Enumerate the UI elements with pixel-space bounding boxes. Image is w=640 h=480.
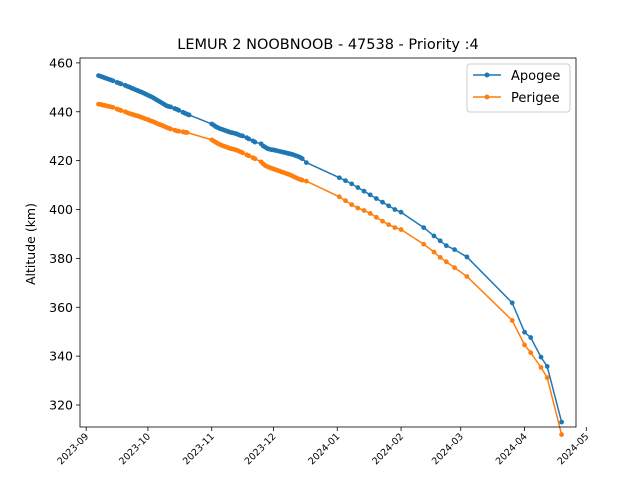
- y-tick-label: 340: [49, 349, 73, 364]
- series-apogee-point: [452, 247, 457, 252]
- legend-perigee-label: Perigee: [511, 91, 560, 106]
- series-apogee-point: [380, 199, 385, 205]
- series-apogee-point: [336, 175, 342, 181]
- plot-area: [96, 73, 564, 437]
- series-apogee-point: [464, 254, 470, 260]
- series-apogee-point: [252, 139, 258, 145]
- series-perigee-point: [528, 350, 534, 356]
- legend-box: [466, 63, 571, 113]
- series-perigee-point: [452, 265, 457, 271]
- series-perigee-point: [240, 150, 245, 156]
- series-apogee-point: [386, 203, 392, 209]
- series-perigee-point: [443, 259, 449, 265]
- series-perigee-point: [373, 214, 379, 220]
- series-apogee-point: [509, 300, 515, 306]
- series-perigee-point: [544, 375, 550, 381]
- series-apogee-point: [528, 335, 534, 340]
- series-perigee-point: [355, 205, 361, 211]
- series-perigee-point: [386, 222, 392, 228]
- chart-title: LEMUR 2 NOOBNOOB - 47538 - Priority :4: [177, 37, 478, 53]
- series-apogee-point: [349, 181, 355, 187]
- series-apogee-point: [343, 178, 348, 184]
- series-perigee-point: [336, 194, 342, 200]
- series-apogee-point: [398, 209, 404, 215]
- y-tick-label: 360: [49, 300, 73, 315]
- series-perigee-point: [431, 249, 437, 255]
- series-perigee-point: [184, 130, 190, 135]
- series-apogee-point: [538, 354, 544, 360]
- legend-apogee-label: Apogee: [511, 69, 560, 84]
- series-apogee-point: [118, 81, 124, 87]
- series-apogee-point: [361, 188, 367, 194]
- series-apogee-point: [246, 136, 252, 142]
- series-perigee-point: [522, 342, 527, 348]
- y-tick-label: 440: [49, 104, 73, 119]
- series-perigee-point: [303, 178, 309, 184]
- series-apogee-point: [303, 160, 309, 165]
- series-perigee-point: [509, 318, 515, 323]
- series-apogee-point: [437, 238, 443, 244]
- series-apogee-point: [367, 192, 373, 198]
- series-apogee-point: [559, 419, 564, 425]
- y-tick-label: 320: [49, 398, 73, 413]
- series-perigee-point: [349, 202, 355, 208]
- series-perigee-point: [538, 364, 544, 370]
- series-apogee-point: [299, 156, 305, 162]
- series-perigee-point: [398, 227, 404, 232]
- series-perigee-point: [437, 255, 443, 260]
- series-perigee-point: [176, 128, 182, 134]
- series-perigee-point: [110, 104, 116, 110]
- series-apogee-point: [176, 107, 182, 113]
- series-perigee-point: [118, 108, 124, 113]
- y-tick-label: 400: [49, 202, 73, 217]
- series-perigee-point: [299, 177, 305, 183]
- series-perigee-point: [168, 126, 173, 132]
- series-apogee-point: [544, 364, 550, 369]
- series-perigee-point: [559, 432, 564, 437]
- series-apogee-point: [240, 133, 245, 139]
- legend: Apogee Perigee: [466, 63, 571, 113]
- series-perigee-point: [361, 208, 367, 213]
- legend-perigee-marker: [484, 94, 490, 100]
- series-apogee-point: [373, 196, 379, 201]
- y-tick-label: 380: [49, 251, 73, 266]
- series-perigee-point: [380, 218, 385, 224]
- series-apogee-point: [522, 329, 527, 335]
- series-perigee-point: [421, 241, 427, 247]
- series-apogee-point: [168, 104, 173, 110]
- series-apogee-point: [421, 225, 427, 230]
- series-apogee-point: [443, 243, 449, 249]
- series-perigee-point: [392, 225, 398, 230]
- series-perigee-point: [343, 198, 348, 204]
- y-tick-label: 420: [49, 153, 73, 168]
- series-perigee-point: [252, 156, 258, 162]
- y-axis-label: Altitude (km): [23, 203, 38, 285]
- axes-frame: [79, 57, 577, 428]
- series-apogee-point: [110, 78, 116, 84]
- series-apogee-point: [355, 185, 361, 190]
- series-apogee-point: [431, 233, 437, 239]
- legend-apogee-marker: [484, 72, 490, 78]
- series-perigee-point: [464, 274, 470, 279]
- series-perigee-point: [367, 211, 373, 216]
- series-apogee-point: [392, 207, 398, 212]
- series-perigee-point: [246, 153, 252, 159]
- series-apogee-point: [186, 112, 192, 118]
- y-tick-label: 460: [49, 55, 73, 70]
